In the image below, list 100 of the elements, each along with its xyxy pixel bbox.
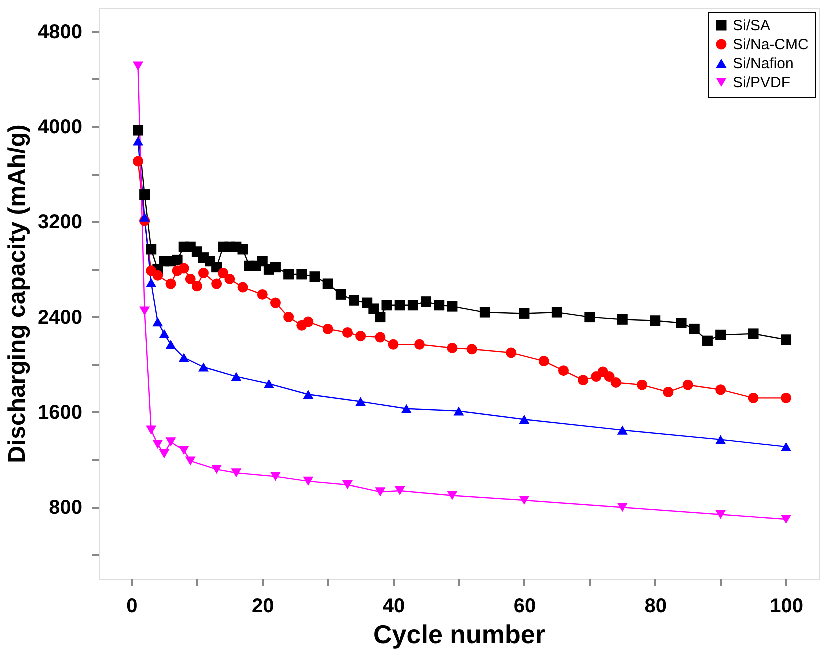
point: [716, 330, 726, 340]
point: [781, 514, 792, 524]
point: [781, 334, 792, 346]
point: [506, 348, 517, 358]
point: [748, 392, 759, 404]
point: [375, 312, 386, 323]
point: [303, 390, 314, 400]
point: [296, 269, 308, 280]
point: [270, 262, 281, 273]
legend-label: Si/SA: [733, 18, 771, 34]
point: [617, 314, 628, 325]
point: [140, 190, 150, 200]
point: [538, 356, 550, 367]
point: [414, 339, 425, 350]
y-axis-title: Discharging capacity (mAh/g): [4, 124, 32, 464]
point: [172, 254, 183, 266]
point: [584, 312, 596, 323]
y-tick-label: 1600: [38, 402, 82, 424]
x-tick-label: 0: [126, 596, 138, 618]
point: [368, 304, 380, 314]
point: [650, 316, 661, 326]
point: [322, 278, 334, 290]
point: [231, 468, 242, 478]
point: [146, 278, 157, 288]
point: [676, 318, 687, 328]
point: [617, 503, 628, 512]
point: [133, 136, 144, 146]
point: [224, 274, 236, 284]
point: [152, 440, 164, 450]
point: [375, 488, 386, 497]
point: [617, 426, 628, 435]
point: [454, 406, 464, 416]
point: [342, 480, 353, 490]
point: [480, 307, 490, 318]
point: [257, 256, 268, 267]
point: [578, 375, 589, 386]
point: [610, 377, 622, 388]
point: [178, 353, 190, 362]
point: [519, 308, 530, 319]
point: [303, 476, 314, 486]
x-tick-label: 20: [252, 596, 274, 618]
point: [270, 472, 281, 482]
point: [375, 332, 386, 343]
point: [198, 362, 209, 372]
point: [447, 491, 458, 500]
point: [434, 300, 445, 311]
point: [716, 435, 726, 444]
point: [421, 296, 432, 308]
point: [781, 442, 792, 452]
legend-label: Si/Na-CMC: [733, 36, 809, 54]
point: [198, 268, 209, 279]
point: [342, 328, 353, 338]
point: [140, 212, 150, 222]
point: [401, 404, 412, 414]
point: [447, 342, 458, 354]
point: [264, 379, 274, 388]
point: [689, 324, 700, 334]
x-tick-label: 60: [514, 596, 536, 618]
point: [159, 329, 170, 338]
x-axis-title: Cycle number: [374, 620, 546, 650]
point: [166, 340, 176, 350]
point: [178, 446, 190, 456]
point: [408, 300, 418, 311]
y-tick-label: 800: [49, 497, 82, 520]
point: [702, 336, 713, 346]
point: [637, 380, 648, 390]
point: [257, 289, 268, 300]
point: [322, 324, 334, 334]
point: [133, 156, 144, 167]
point: [178, 263, 190, 274]
x-tick-label: 100: [770, 596, 804, 618]
legend-label: Si/PVDF: [733, 74, 791, 92]
point: [394, 486, 406, 496]
point: [192, 281, 202, 292]
point: [336, 289, 346, 300]
point: [781, 392, 792, 404]
point: [519, 496, 530, 506]
point: [152, 318, 164, 327]
point: [303, 316, 314, 328]
point: [682, 380, 694, 390]
y-tick-label: 4800: [38, 21, 82, 44]
point: [212, 262, 222, 273]
point: [356, 397, 366, 406]
point: [166, 438, 176, 447]
point: [185, 274, 196, 284]
point: [284, 312, 294, 323]
point: [185, 456, 196, 466]
y-tick-label: 3200: [38, 212, 82, 234]
x-tick-label: 80: [644, 596, 667, 618]
point: [218, 268, 229, 279]
y-tick-label: 2400: [38, 306, 82, 329]
point: [663, 387, 674, 398]
point: [146, 244, 157, 255]
point: [558, 366, 569, 376]
point: [356, 331, 366, 342]
point: [166, 278, 176, 290]
point: [146, 426, 157, 435]
x-tick-label: 40: [382, 596, 406, 618]
point: [447, 301, 458, 312]
point: [519, 415, 530, 424]
